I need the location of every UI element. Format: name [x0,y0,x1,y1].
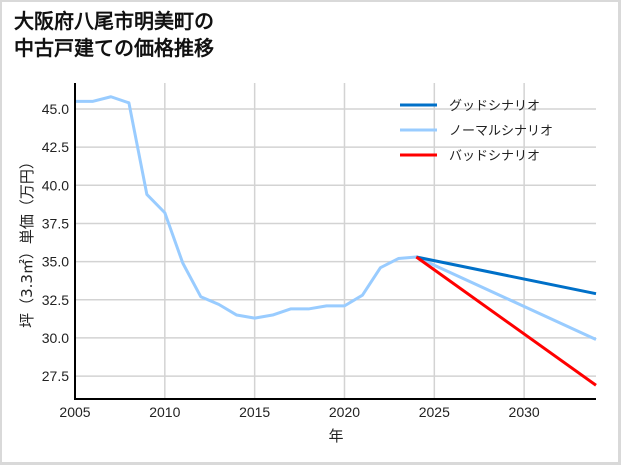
legend-label: バッドシナリオ [449,149,540,164]
x-tick-label: 2005 [59,404,90,420]
y-axis-label: 坪（3.3㎡）単価（万円） [18,154,36,328]
y-tick-label: 35.0 [42,254,69,270]
legend-label: グッドシナリオ [449,99,540,114]
tick-labels: 2005 2010 2015 2020 2025 2030 27.5 30.0 32.5 35.0… [42,101,540,420]
series-line [75,95,597,341]
y-tick-label: 42.5 [42,139,69,155]
x-tick-label: 2030 [509,404,540,420]
y-tick-label: 45.0 [42,101,69,117]
x-tick-label: 2010 [149,404,180,420]
x-tick-label: 2020 [329,404,360,420]
y-tick-label: 37.5 [42,215,69,231]
axes [74,83,596,400]
y-tick-label: 40.0 [42,177,69,193]
y-tick-label: 30.0 [42,330,69,346]
series-line [416,255,597,296]
series-line [415,255,597,387]
x-axis-label: 年 [328,427,343,445]
legend-label: ノーマルシナリオ [449,124,553,139]
chart-title: 大阪府八尾市明美町の 中古戸建ての価格推移 [14,9,214,60]
grid-lines [75,83,596,399]
y-tick-label: 32.5 [42,292,69,308]
data-lines [75,95,597,387]
y-tick-label: 27.5 [42,368,69,384]
x-tick-label: 2025 [419,404,450,420]
x-tick-label: 2015 [239,404,270,420]
